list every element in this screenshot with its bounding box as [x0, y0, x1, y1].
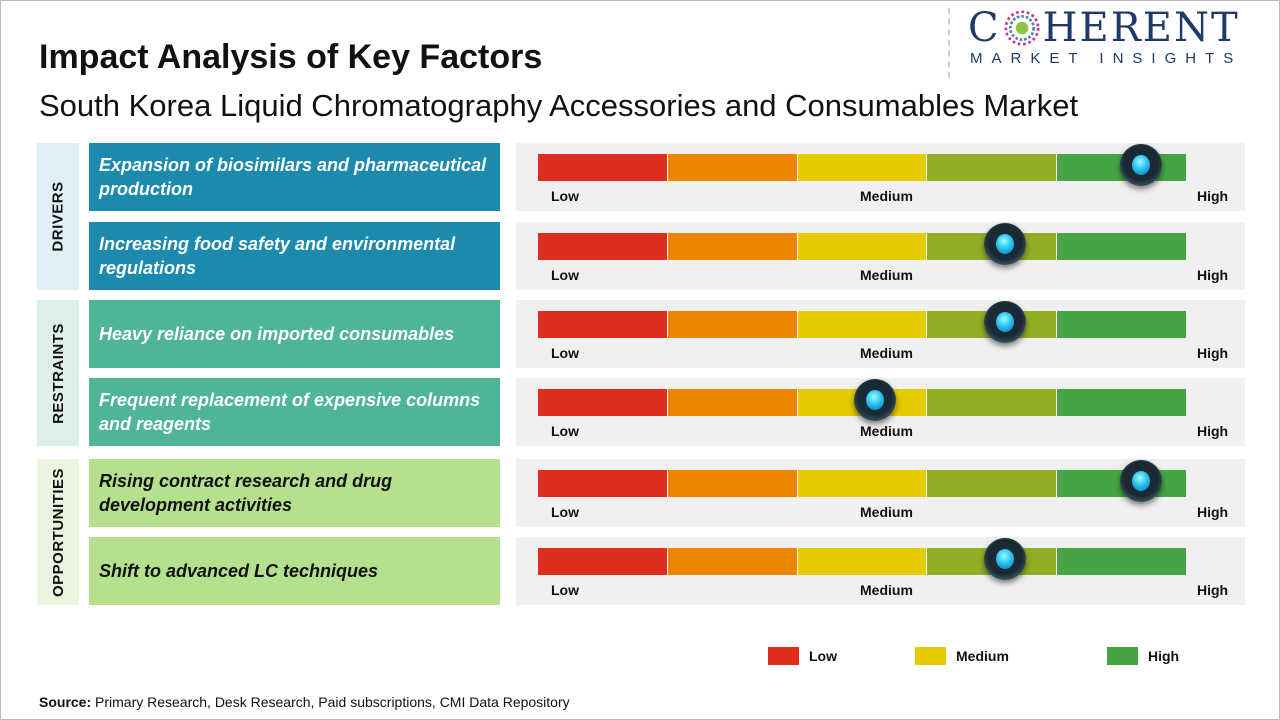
tick-low: Low: [551, 582, 579, 598]
gauge-segment: [667, 470, 798, 497]
tick-high: High: [1197, 345, 1229, 361]
tick-high: High: [1197, 423, 1229, 439]
category-opportunities: OPPORTUNITIES: [37, 459, 79, 605]
gauge-segment: [797, 154, 928, 181]
tick-medium: Medium: [860, 188, 913, 204]
gauge-segment: [797, 233, 928, 260]
tick-high: High: [1197, 582, 1229, 598]
source-label: Source:: [39, 694, 92, 710]
gauge-segment: [927, 154, 1058, 181]
gauge-knob-icon: [853, 379, 896, 421]
category-label: DRIVERS: [49, 181, 67, 252]
source-note: Source: Primary Research, Desk Research,…: [39, 694, 570, 710]
tick-low: Low: [551, 188, 579, 204]
factor-label: Increasing food safety and environmental…: [89, 222, 500, 290]
gauge-segment: [538, 311, 668, 338]
impact-gauge: Low Medium High: [516, 459, 1245, 527]
tick-low: Low: [551, 345, 579, 361]
gauge-bar: [538, 311, 1186, 338]
gauge-knob-icon: [1119, 144, 1162, 186]
legend-medium: Medium: [915, 647, 1009, 665]
factor-label: Frequent replacement of expensive column…: [89, 378, 500, 446]
gauge-segment: [1057, 311, 1186, 338]
gauge-segment: [667, 548, 798, 575]
gauge-segment: [797, 470, 928, 497]
gauge-segment: [1057, 389, 1186, 416]
impact-gauge: Low Medium High: [516, 537, 1245, 605]
tick-medium: Medium: [860, 267, 913, 283]
gauge-segment: [538, 233, 668, 260]
gauge-segment: [667, 389, 798, 416]
gauge-segment: [927, 389, 1058, 416]
gauge-knob-icon: [983, 223, 1026, 265]
logo-text-left: C: [968, 5, 1001, 51]
gauge-bar: [538, 233, 1186, 260]
logo-text-right: HERENT: [1042, 5, 1240, 51]
gauge-knob-icon: [983, 301, 1026, 343]
gauge-bar: [538, 470, 1186, 497]
page-subtitle: South Korea Liquid Chromatography Access…: [39, 88, 1079, 123]
gauge-segment: [1057, 233, 1186, 260]
gauge-bar: [538, 154, 1186, 181]
category-restraints: RESTRAINTS: [37, 300, 79, 446]
tick-low: Low: [551, 267, 579, 283]
category-label: RESTRAINTS: [49, 322, 67, 424]
gauge-bar: [538, 548, 1186, 575]
gauge-segment: [797, 548, 928, 575]
legend-label: Low: [809, 648, 837, 664]
gauge-segment: [538, 154, 668, 181]
category-drivers: DRIVERS: [37, 143, 79, 290]
tick-high: High: [1197, 267, 1229, 283]
legend-swatch-high: [1107, 647, 1138, 665]
factor-label: Heavy reliance on imported consumables: [89, 300, 500, 368]
gauge-segment: [927, 470, 1058, 497]
impact-gauge: Low Medium High: [516, 222, 1245, 290]
tick-low: Low: [551, 504, 579, 520]
legend-label: Medium: [956, 648, 1009, 664]
factor-label: Rising contract research and drug develo…: [89, 459, 500, 527]
gauge-segment: [538, 548, 668, 575]
legend-high: High: [1107, 647, 1179, 665]
tick-low: Low: [551, 423, 579, 439]
legend-swatch-medium: [915, 647, 946, 665]
tick-high: High: [1197, 188, 1229, 204]
page-title: Impact Analysis of Key Factors: [39, 38, 543, 76]
tick-medium: Medium: [860, 345, 913, 361]
impact-gauge: Low Medium High: [516, 378, 1245, 446]
gauge-knob-icon: [983, 538, 1026, 580]
category-label: OPPORTUNITIES: [49, 467, 67, 597]
gauge-segment: [1057, 548, 1186, 575]
tick-medium: Medium: [860, 504, 913, 520]
tick-medium: Medium: [860, 582, 913, 598]
gauge-segment: [538, 389, 668, 416]
gauge-knob-icon: [1119, 460, 1162, 502]
tick-medium: Medium: [860, 423, 913, 439]
gauge-segment: [797, 311, 928, 338]
gauge-segment: [667, 233, 798, 260]
gauge-segment: [667, 154, 798, 181]
legend-label: High: [1148, 648, 1180, 664]
coherent-logo: C HERENT MARKET INSIGHTS: [968, 6, 1260, 68]
factor-label: Shift to advanced LC techniques: [89, 537, 500, 605]
source-text: Primary Research, Desk Research, Paid su…: [91, 694, 570, 710]
logo-subtext: MARKET INSIGHTS: [970, 50, 1243, 67]
factor-label: Expansion of biosimilars and pharmaceuti…: [89, 143, 500, 211]
globe-icon: [1004, 10, 1040, 46]
impact-gauge: Low Medium High: [516, 300, 1245, 368]
legend-low: Low: [768, 647, 837, 665]
legend-swatch-low: [768, 647, 799, 665]
gauge-segment: [538, 470, 668, 497]
tick-high: High: [1197, 504, 1229, 520]
impact-gauge: Low Medium High: [516, 143, 1245, 211]
gauge-segment: [667, 311, 798, 338]
divider: [948, 8, 950, 78]
